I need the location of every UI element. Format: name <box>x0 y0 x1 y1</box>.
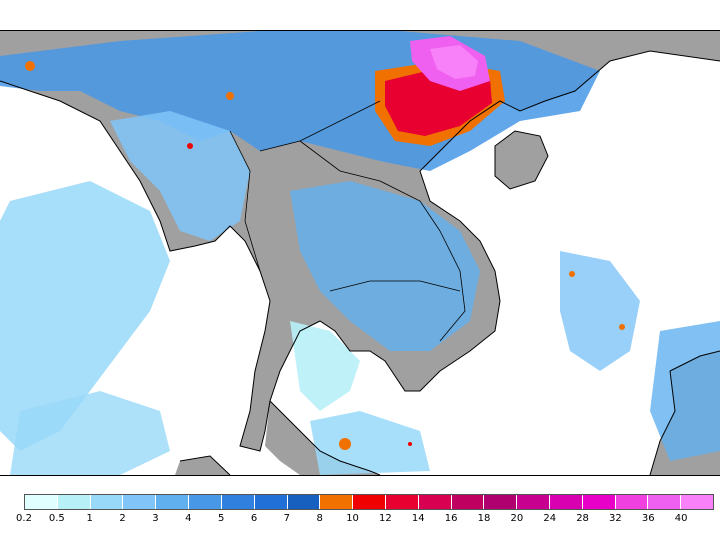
legend-swatch <box>648 495 682 509</box>
color-legend-ticks: 0.2 0.5 1 2 3 4 5 6 7 8 10 12 14 16 18 20 24 28 32 36 40 <box>16 513 714 527</box>
border-myanmar-thailand <box>229 130 261 272</box>
legend-swatch <box>517 495 550 509</box>
legend-tick-label: 20 <box>510 513 524 524</box>
heavy-core-d <box>430 45 478 79</box>
legend-tick-label: 14 <box>411 513 425 524</box>
legend-tick-label: 36 <box>641 513 655 524</box>
legend-tick-label: 1 <box>86 513 93 524</box>
legend-tick-label: 16 <box>444 513 458 524</box>
legend-swatch <box>25 495 58 509</box>
cell-3 <box>187 143 193 149</box>
cell-1 <box>25 61 35 71</box>
border-laos <box>299 140 441 232</box>
precip-south <box>310 411 430 475</box>
legend-swatch <box>385 495 419 509</box>
cell-6 <box>339 438 351 450</box>
legend-tick-label: 3 <box>152 513 159 524</box>
legend-swatch <box>320 495 354 509</box>
precipitation-map <box>0 30 720 476</box>
legend-tick-label: 32 <box>609 513 622 524</box>
precipitation-layer <box>0 31 720 475</box>
legend-swatch <box>189 495 222 509</box>
cell-4 <box>569 271 575 277</box>
legend-swatch <box>451 495 485 509</box>
legend-tick-label: 8 <box>316 513 323 524</box>
precip-myanmar <box>110 111 250 241</box>
legend-tick-label: 18 <box>477 513 491 524</box>
border-thailand-cambodia <box>329 280 461 292</box>
legend-tick-label: 28 <box>576 513 589 524</box>
hainan-island <box>495 131 548 189</box>
legend-swatch <box>123 495 157 509</box>
precip-indochina <box>290 181 480 351</box>
legend-tick-label: 10 <box>346 513 359 524</box>
coastline-philippines <box>649 350 720 475</box>
legend-swatch <box>57 495 91 509</box>
legend-swatch <box>418 495 452 509</box>
legend-tick-label: 0.5 <box>48 513 65 524</box>
legend-swatch <box>615 495 649 509</box>
coastline-hainan <box>494 130 549 190</box>
legend-swatch <box>582 495 616 509</box>
coastline-sumatra <box>179 455 231 475</box>
precip-gulf <box>290 321 360 411</box>
precip-south-west <box>10 391 170 475</box>
malay-peninsula <box>265 401 380 475</box>
cell-7 <box>408 442 412 446</box>
border-layer <box>229 100 466 342</box>
legend-tick-label: 4 <box>185 513 192 524</box>
legend-swatch <box>550 495 583 509</box>
legend-tick-label: 12 <box>379 513 392 524</box>
legend-tick-label: 7 <box>283 513 291 524</box>
legend-tick-label: 6 <box>250 513 258 524</box>
legend-swatch <box>254 495 288 509</box>
map-canvas <box>0 31 720 475</box>
legend-swatch <box>221 495 255 509</box>
border-china-north <box>259 100 381 152</box>
legend-tick-label: 24 <box>543 513 557 524</box>
color-legend-bar <box>24 494 714 510</box>
coastline-layer <box>0 50 720 475</box>
precip-andaman <box>0 181 170 451</box>
border-vietnam-cambodia <box>439 230 466 342</box>
legend-tick-label: 5 <box>217 513 225 524</box>
legend-swatch <box>353 495 386 509</box>
legend-tick-label: 40 <box>674 513 688 524</box>
cell-5 <box>619 324 625 330</box>
legend-tick-label: 2 <box>119 513 126 524</box>
coastline-malay <box>269 400 381 475</box>
legend-swatch <box>90 495 124 509</box>
sumatra-tip <box>175 456 230 475</box>
legend-swatch <box>156 495 190 509</box>
cell-2 <box>226 92 234 100</box>
legend-tick-label: 0.2 <box>16 513 32 524</box>
legend-swatch <box>287 495 321 509</box>
legend-swatch <box>681 495 714 509</box>
legend-swatch <box>484 495 518 509</box>
coastline-main <box>0 50 720 452</box>
precip-east-sea <box>560 251 640 371</box>
